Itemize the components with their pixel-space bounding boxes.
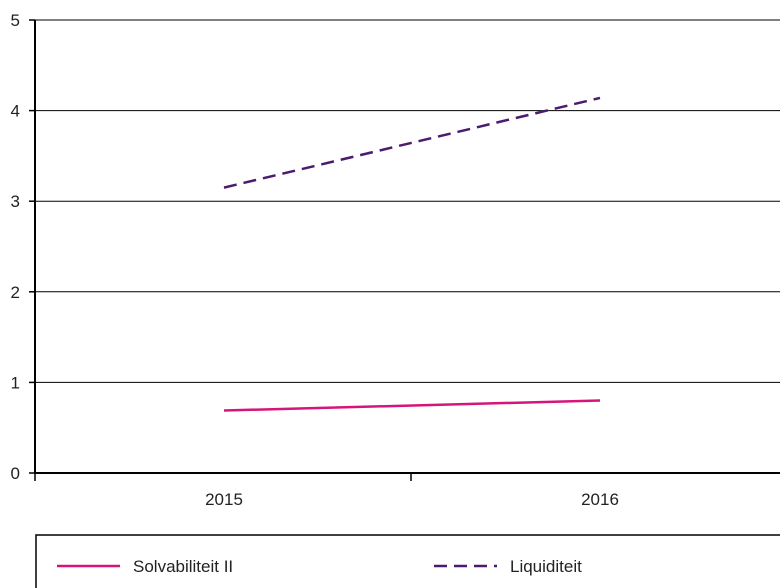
gridlines [35, 19, 780, 383]
y-tick-label: 3 [11, 192, 20, 211]
legend-box [35, 534, 780, 588]
series-line-2 [223, 96, 601, 189]
axes [34, 20, 780, 474]
x-tick-label: 2016 [581, 490, 619, 509]
y-tick-label: 4 [11, 102, 20, 121]
y-tick-label: 0 [11, 464, 20, 483]
legend-label-1: Solvabiliteit II [133, 557, 233, 576]
x-tick-label: 2015 [205, 490, 243, 509]
y-tick-label: 5 [11, 11, 20, 30]
legend-label-2: Liquiditeit [510, 557, 582, 576]
series-lines [223, 96, 601, 412]
y-axis-ticks: 0 1 2 3 4 5 [11, 11, 35, 483]
legend: Solvabiliteit II Liquiditeit [35, 534, 780, 588]
series-line-1 [223, 399, 601, 412]
y-tick-label: 2 [11, 283, 20, 302]
x-axis-ticks: 2015 2016 [34, 473, 619, 509]
y-tick-label: 1 [11, 373, 20, 392]
